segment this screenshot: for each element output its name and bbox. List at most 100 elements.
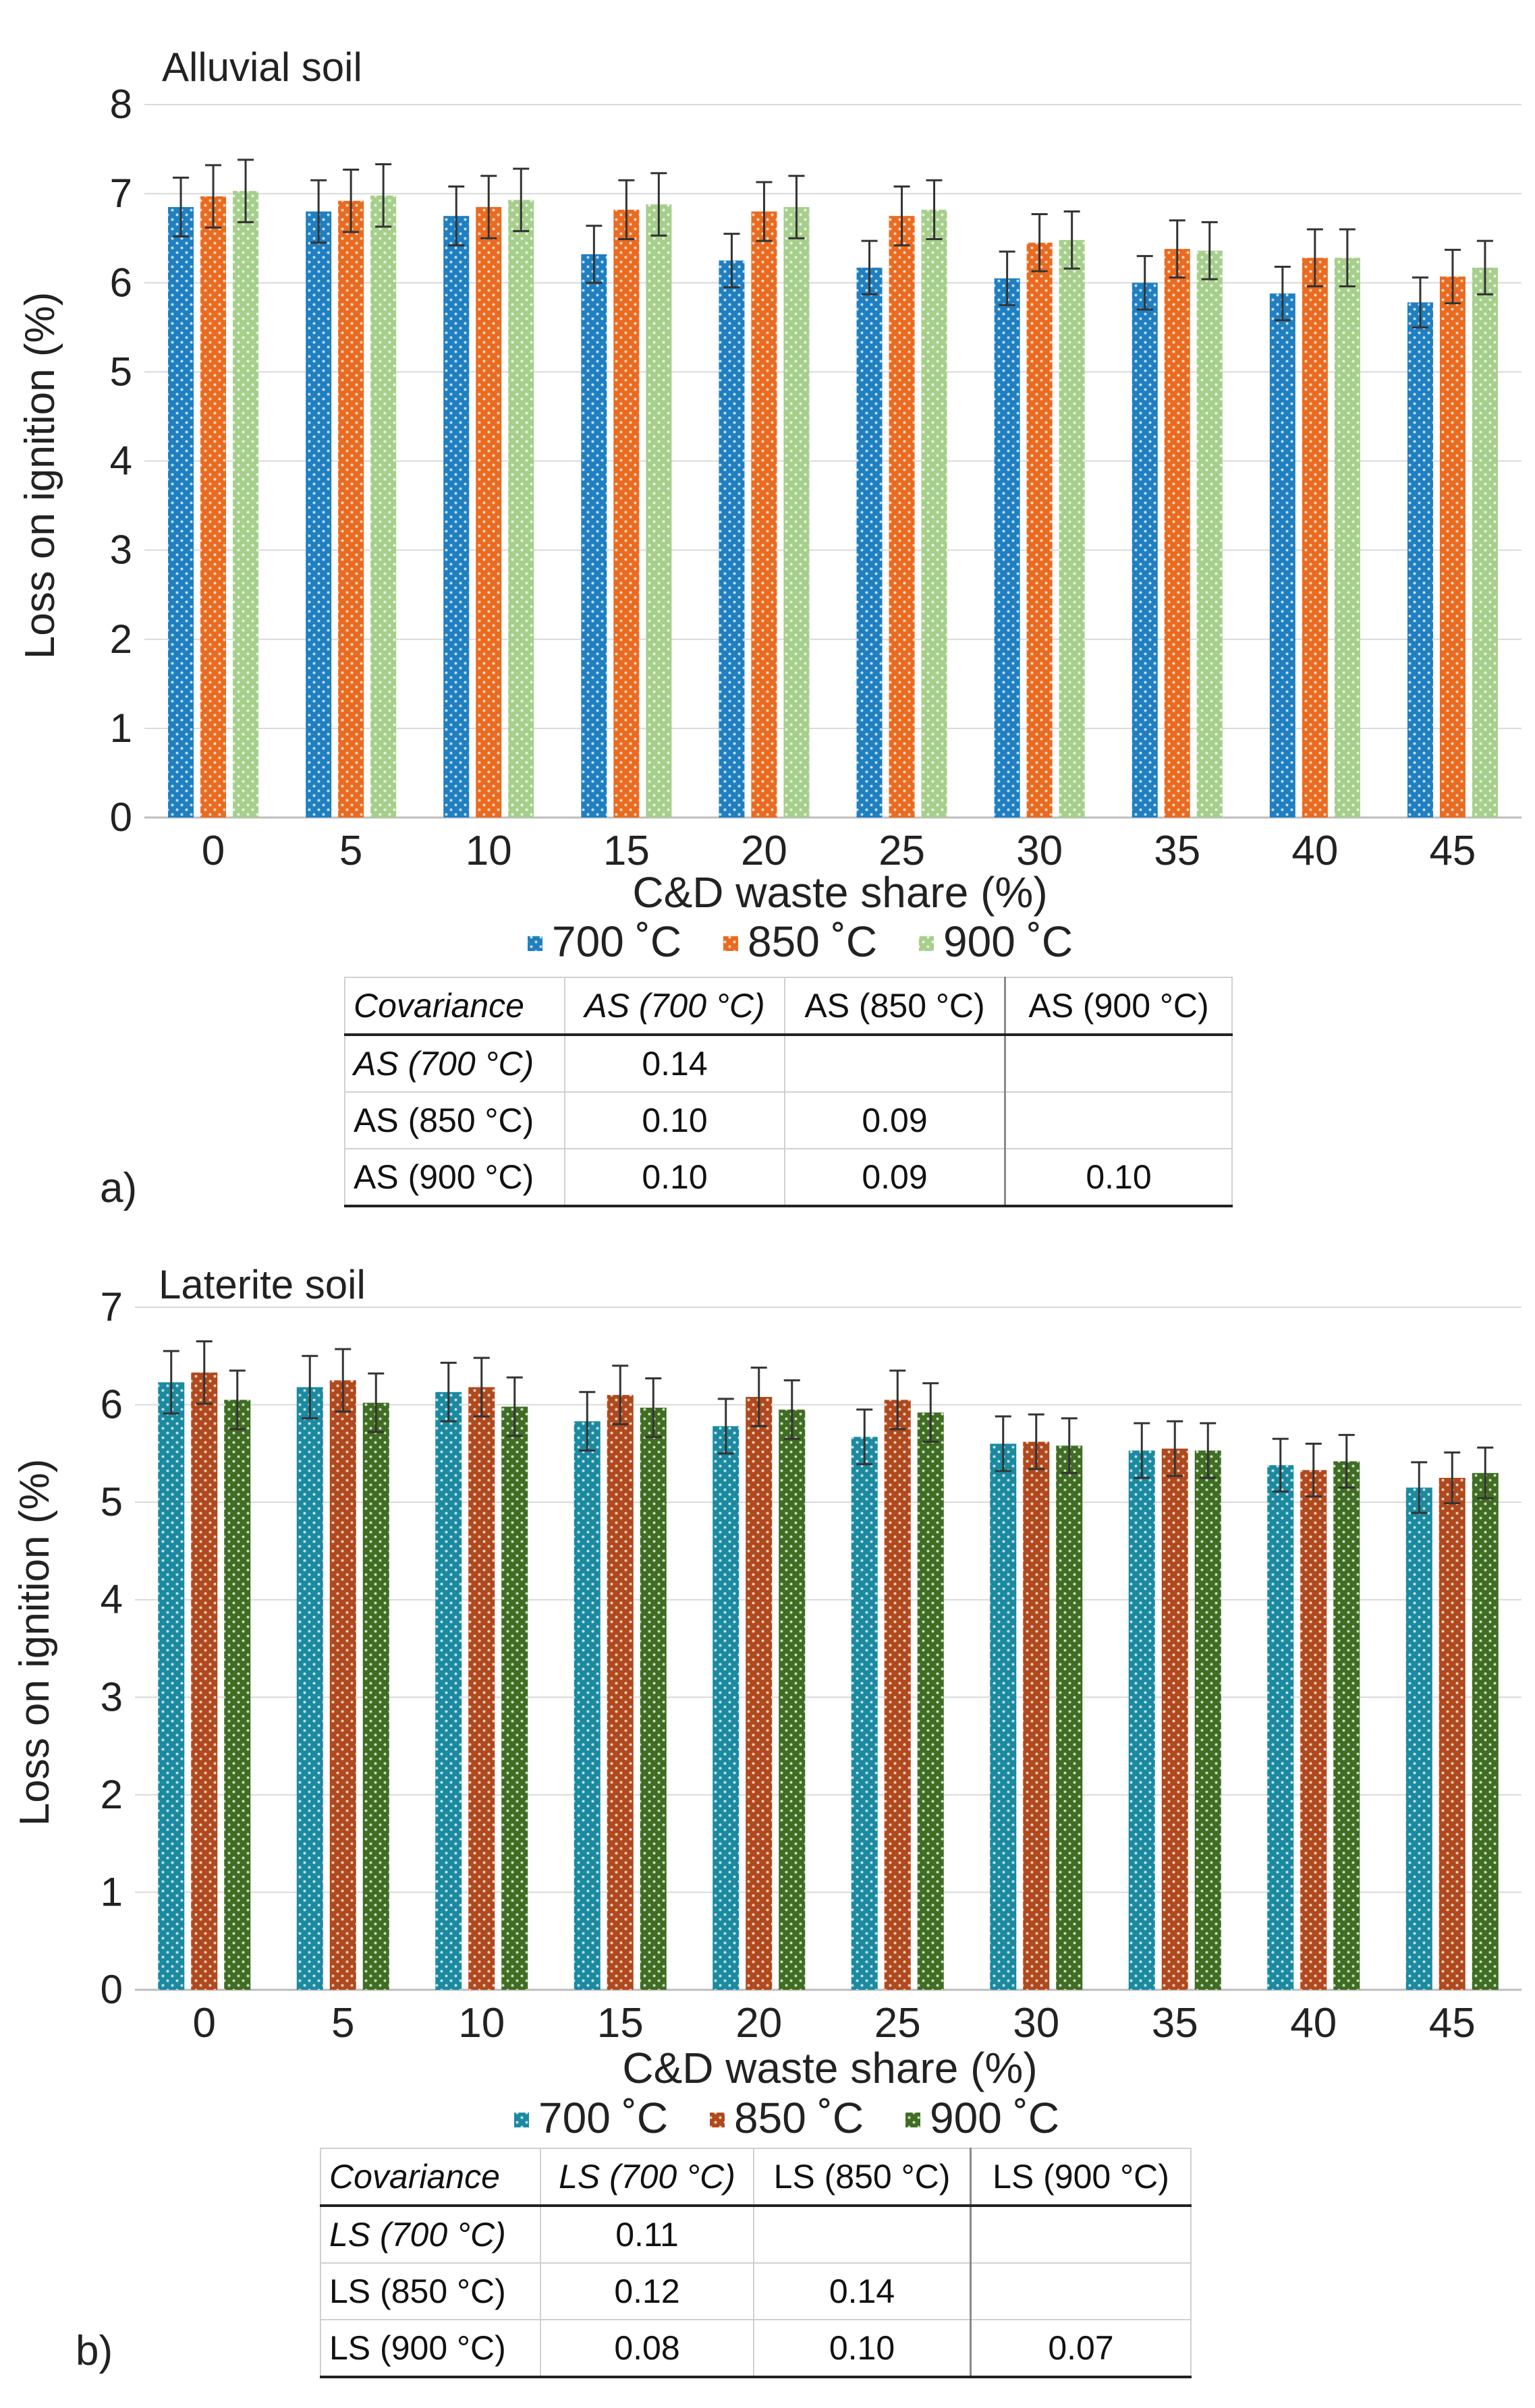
legend-swatch-texture <box>528 936 542 951</box>
y-tick-label: 1 <box>101 1869 123 1914</box>
covariance-header: Covariance <box>320 2148 541 2207</box>
legend-swatch-texture <box>905 2113 920 2127</box>
bar-texture <box>1439 277 1466 818</box>
x-tick-label: 5 <box>331 2000 354 2046</box>
laterite-soil-chart: Laterite soil Loss on ignition (%) C&D w… <box>11 1262 1522 2142</box>
x-tick-label: 10 <box>458 2000 505 2046</box>
bar-texture <box>1472 267 1498 818</box>
bar-texture <box>224 1400 251 1990</box>
legend-swatch-texture <box>514 2113 529 2127</box>
bar-texture <box>1128 1450 1155 1990</box>
bar-texture <box>1300 1470 1327 1990</box>
bars <box>168 159 1498 818</box>
row-header: AS (700 °C) <box>344 1034 565 1093</box>
y-tick-label: 6 <box>101 1382 123 1427</box>
table-cell: 0.07 <box>970 2319 1192 2378</box>
bar-texture <box>1161 1448 1188 1990</box>
bar-texture <box>1023 1441 1050 1990</box>
x-tick-label: 0 <box>193 2000 216 2046</box>
legend-label: 700 ˚C <box>538 2094 668 2142</box>
bar-texture <box>851 1437 878 1990</box>
bar-texture <box>917 1412 944 1990</box>
bar-texture <box>468 1387 495 1990</box>
bar-texture <box>501 1406 528 1990</box>
x-tick-label: 25 <box>878 828 925 874</box>
bar-texture <box>1132 283 1158 818</box>
col-header: AS (700 °C) <box>564 977 785 1036</box>
col-header: LS (850 °C) <box>753 2148 972 2207</box>
bar-texture <box>1302 258 1328 818</box>
bar-texture <box>200 196 227 818</box>
panel-label-b: b) <box>76 2328 113 2374</box>
bar-texture <box>443 216 470 818</box>
table-cell: 0.14 <box>564 1034 785 1093</box>
bar-texture <box>435 1392 462 1990</box>
bar-texture <box>1439 1478 1466 1990</box>
row-header: LS (700 °C) <box>320 2205 541 2264</box>
covariance-table-laterite: Covariance LS (700 °C) LS (850 °C) LS (9… <box>320 2148 1192 2378</box>
x-tick-labels: 0 5 10 15 20 25 30 35 40 45 <box>202 828 1476 874</box>
bar-texture <box>1059 239 1085 818</box>
panel-label-a: a) <box>100 1165 138 1211</box>
x-tick-label: 20 <box>741 828 787 874</box>
legend-label: 850 ˚C <box>734 2094 864 2142</box>
table-cell: 0.10 <box>1004 1148 1233 1207</box>
covariance-header: Covariance <box>344 977 565 1036</box>
bars <box>158 1340 1499 1990</box>
col-header: LS (900 °C) <box>970 2148 1192 2207</box>
table-cell: 0.08 <box>540 2319 754 2378</box>
x-axis-label: C&D waste share (%) <box>632 868 1047 917</box>
x-tick-label: 45 <box>1429 828 1476 874</box>
bar-texture <box>476 206 502 818</box>
table-cell: 0.10 <box>753 2319 972 2378</box>
table-cell: 0.11 <box>540 2205 754 2264</box>
y-tick-label: 5 <box>110 349 132 394</box>
table-cell <box>753 2205 972 2264</box>
x-tick-label: 15 <box>597 2000 644 2046</box>
bar-texture <box>1405 1487 1432 1990</box>
bar-texture <box>338 200 364 818</box>
row-header: LS (850 °C) <box>320 2262 541 2320</box>
bar-texture <box>329 1380 356 1990</box>
bar-texture <box>1026 242 1053 818</box>
bar-texture <box>233 191 259 818</box>
alluvial-soil-chart: Alluvial soil Loss on ignition (%) C&D w… <box>17 45 1522 966</box>
x-tick-labels: 0 5 10 15 20 25 30 35 40 45 <box>193 2000 1476 2046</box>
legend-swatch-texture <box>723 936 738 951</box>
x-tick-label: 0 <box>202 828 225 874</box>
bar-texture <box>751 211 777 818</box>
legend-label: 850 ˚C <box>748 917 877 966</box>
y-tick-label: 0 <box>101 1967 123 2012</box>
table-cell: 0.09 <box>784 1148 1006 1207</box>
bar-texture <box>607 1395 634 1990</box>
table-cell: 0.10 <box>564 1148 785 1207</box>
x-tick-label: 25 <box>874 2000 921 2046</box>
row-header: AS (850 °C) <box>344 1091 565 1149</box>
y-tick-label: 2 <box>101 1772 123 1817</box>
y-tick-label: 0 <box>110 795 132 840</box>
y-tick-label: 2 <box>110 617 132 662</box>
bar-texture <box>1164 249 1190 818</box>
y-tick-labels: 0 1 2 3 4 5 6 7 <box>101 1284 123 2012</box>
bar-texture <box>1196 250 1223 818</box>
bar-texture <box>168 206 194 818</box>
x-tick-label: 45 <box>1429 2000 1476 2046</box>
bar-texture <box>613 209 640 818</box>
bar-texture <box>581 254 607 818</box>
legend: 700 ˚C 850 ˚C 900 ˚C <box>514 2094 1059 2142</box>
row-header: LS (900 °C) <box>320 2319 541 2378</box>
legend-label: 700 ˚C <box>552 917 681 966</box>
y-tick-label: 6 <box>110 260 132 305</box>
y-tick-label: 4 <box>110 438 132 484</box>
legend-swatch-texture <box>710 2113 725 2127</box>
y-tick-label: 7 <box>101 1284 123 1329</box>
table-cell <box>784 1034 1006 1093</box>
bar-texture <box>779 1409 806 1990</box>
y-tick-label: 8 <box>110 82 132 127</box>
bar-texture <box>1267 1465 1294 1990</box>
x-tick-label: 5 <box>339 828 362 874</box>
table-cell: 0.10 <box>564 1091 785 1149</box>
y-tick-label: 5 <box>101 1479 123 1524</box>
chart-title: Alluvial soil <box>162 45 362 90</box>
